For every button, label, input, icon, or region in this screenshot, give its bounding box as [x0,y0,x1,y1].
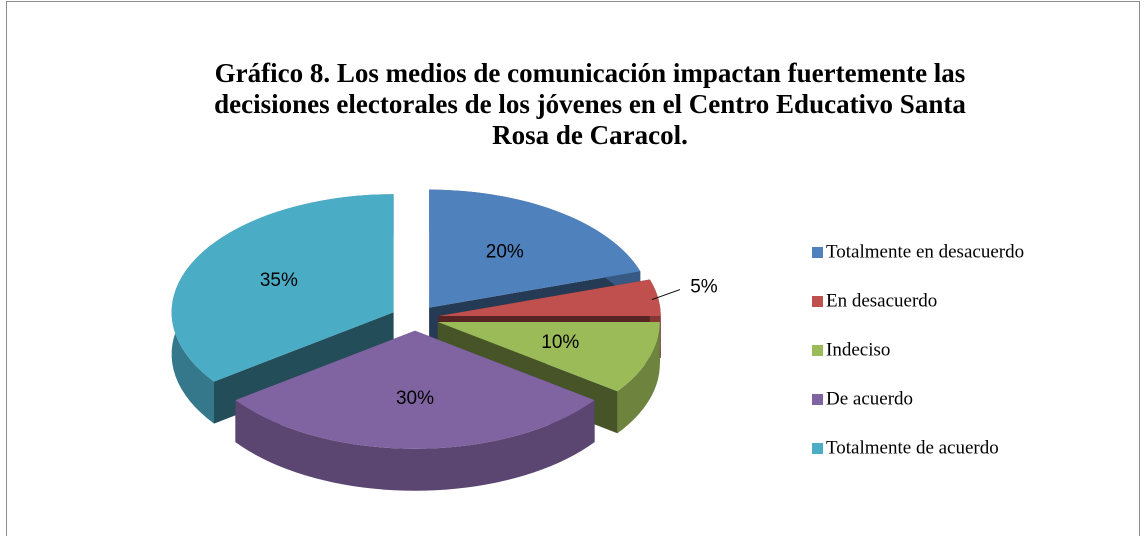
slice-wall [235,400,595,491]
legend-label: En desacuerdo [826,290,937,311]
data-label: 35% [260,270,298,291]
data-label: 20% [486,241,524,262]
data-label: 10% [541,332,579,353]
slice-wall [617,321,660,434]
leader-line [651,289,681,301]
legend-label: Indeciso [826,339,890,360]
legend-label: Totalmente de acuerdo [826,437,999,458]
slice [438,279,661,317]
slice [235,330,595,449]
legend-swatch [812,296,823,307]
legend-swatch [812,443,823,454]
chart-border [6,1,1140,536]
legend-swatch [812,345,823,356]
chart-title: Gráfico 8. Los medios de comunicación im… [214,58,966,150]
legend-swatch [812,247,823,258]
legend-label: De acuerdo [826,388,913,409]
slice [171,194,394,382]
slice [429,189,641,308]
legend-swatch [812,394,823,405]
data-label: 30% [396,388,434,409]
legend-label: Totalmente en desacuerdo [826,241,1024,262]
data-label: 5% [690,277,718,298]
slice [437,321,660,392]
